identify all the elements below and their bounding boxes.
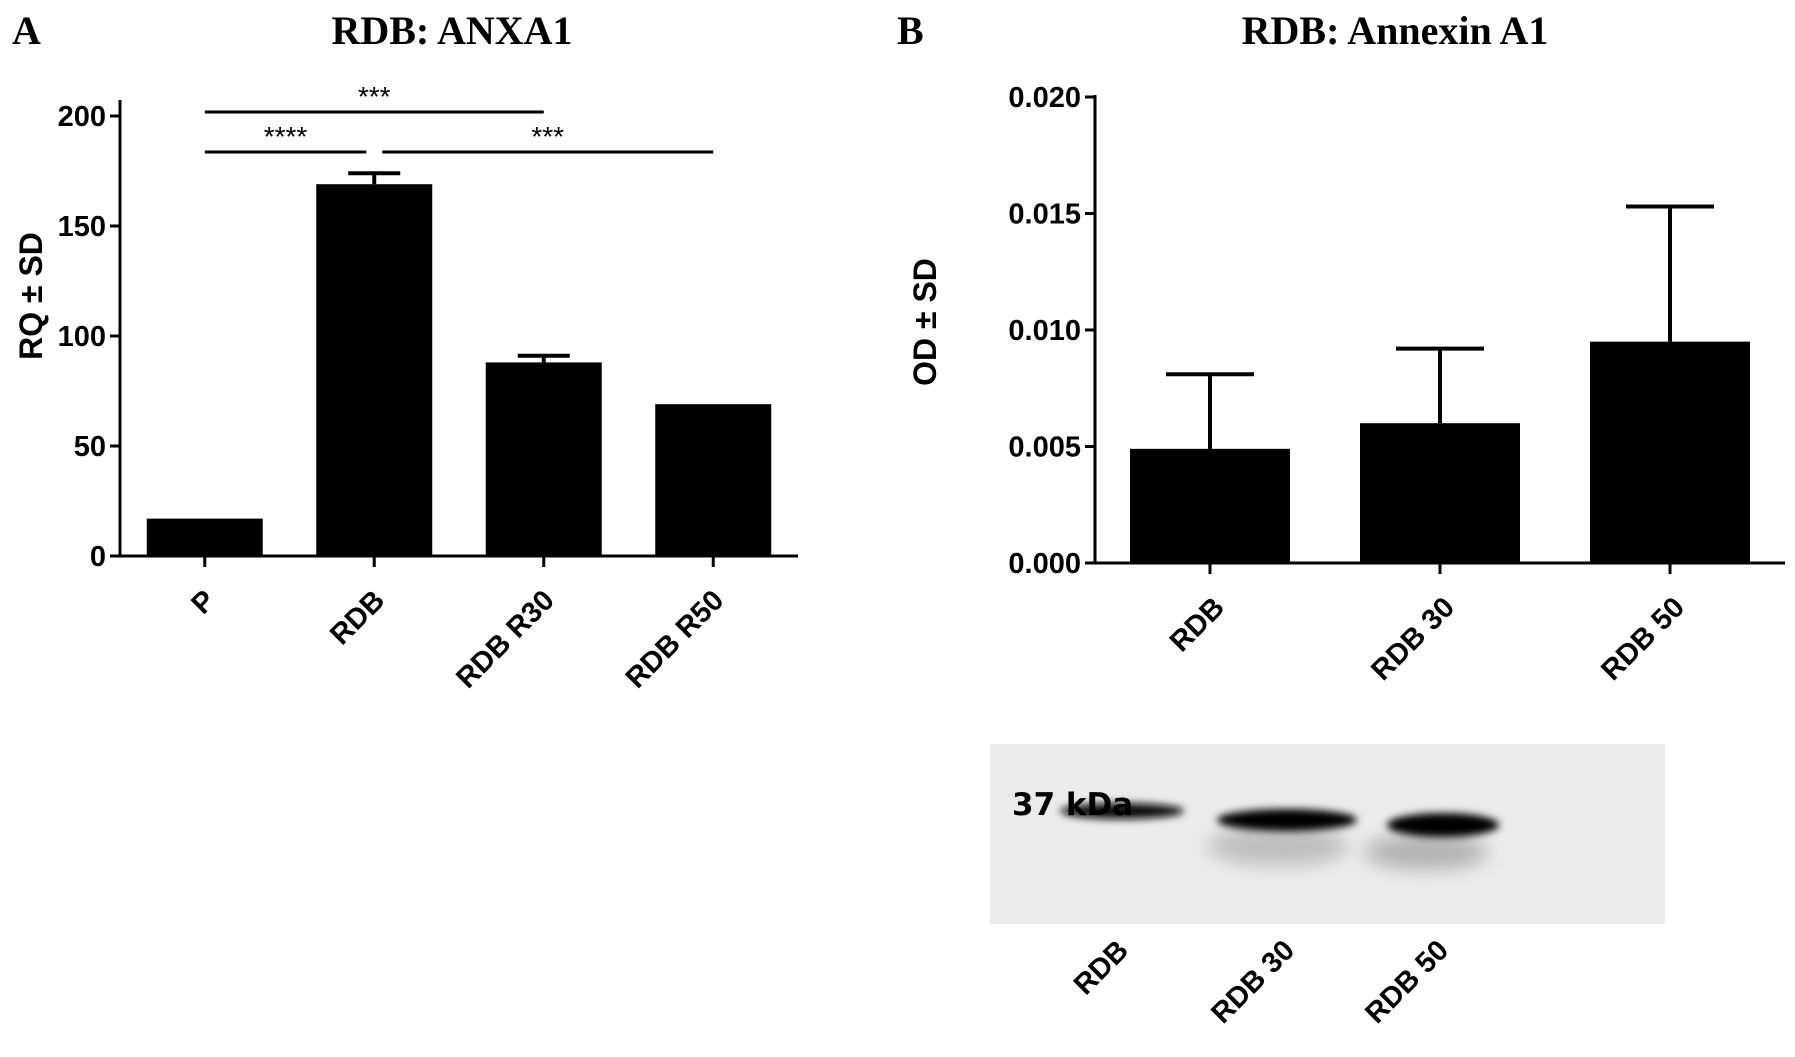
panel-a-bars <box>146 171 772 567</box>
panel-a-category-labels: P RDB RDB R30 RDB R50 <box>185 584 730 694</box>
bar <box>485 362 602 556</box>
y-tick-label: 50 <box>74 431 106 463</box>
western-blot: 37 kDa RDB RDB 30 RDB 50 <box>990 744 1665 1030</box>
category-label: RDB <box>1164 591 1231 658</box>
bar <box>146 518 263 556</box>
blot-bands <box>1060 803 1499 870</box>
bar <box>316 184 433 556</box>
bar <box>1360 423 1520 563</box>
panel-a-title: RDB: ANXA1 <box>331 8 572 53</box>
panel-b-y-ticks: 0.000 0.005 0.010 0.015 0.020 <box>1008 82 1095 580</box>
y-tick-label: 0.000 <box>1008 548 1081 580</box>
y-tick-label: 0.010 <box>1008 315 1081 347</box>
y-tick-label: 0.005 <box>1008 432 1081 464</box>
y-tick-label: 150 <box>58 211 106 243</box>
significance-label: **** <box>264 121 308 152</box>
panel-a-y-axis-label: RQ ± SD <box>13 232 49 360</box>
significance-label: *** <box>531 121 564 152</box>
panel-b-y-axis-label: OD ± SD <box>907 258 943 386</box>
significance-label: *** <box>358 81 391 112</box>
panel-a-significance: ******* *** <box>204 81 714 154</box>
panel-b-chart: B RDB: Annexin A1 OD ± SD 0.000 0.005 0.01… <box>897 8 1785 687</box>
category-label: RDB 30 <box>1365 591 1461 687</box>
blot-band-smear <box>1208 826 1348 866</box>
y-tick-label: 0.020 <box>1008 82 1081 114</box>
panel-a-y-ticks: 0 50 100 150 200 <box>58 101 120 573</box>
bar <box>1590 341 1750 563</box>
category-label: RDB R50 <box>620 584 730 694</box>
y-tick-label: 100 <box>58 321 106 353</box>
category-label: P <box>185 584 221 620</box>
panel-b-bars <box>1130 204 1750 574</box>
blot-band <box>1387 813 1499 837</box>
bar <box>1130 448 1290 563</box>
y-tick-label: 0.015 <box>1008 199 1081 231</box>
blot-band <box>1217 809 1357 831</box>
y-tick-label: 0 <box>90 541 106 573</box>
category-label: RDB R30 <box>450 584 560 694</box>
blot-marker-label: 37 kDa <box>1012 787 1133 823</box>
panel-b-title: RDB: Annexin A1 <box>1242 8 1549 53</box>
panel-a-letter: A <box>12 8 41 53</box>
blot-lane-labels: RDB RDB 30 RDB 50 <box>1068 934 1455 1030</box>
blot-lane-label: RDB <box>1068 934 1135 1001</box>
y-tick-label: 200 <box>58 101 106 133</box>
category-label: RDB 50 <box>1595 591 1691 687</box>
panel-b-category-labels: RDB RDB 30 RDB 50 <box>1164 591 1691 687</box>
bar <box>655 404 772 556</box>
blot-band-smear <box>1364 834 1488 870</box>
blot-band <box>1060 803 1184 819</box>
blot-lane-label: RDB 30 <box>1205 934 1301 1030</box>
category-label: RDB <box>324 584 391 651</box>
blot-lane-label: RDB 50 <box>1359 934 1455 1030</box>
panel-b-letter: B <box>897 8 924 53</box>
